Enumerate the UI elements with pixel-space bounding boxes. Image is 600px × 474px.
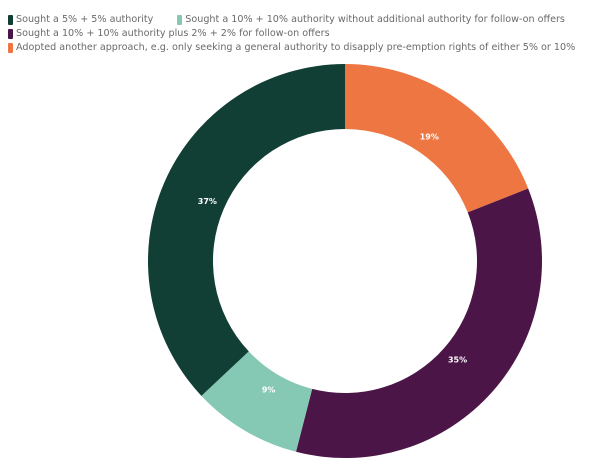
legend-label: Sought a 5% + 5% authority (16, 14, 154, 25)
data-label: 35% (448, 356, 467, 365)
legend-swatch (177, 15, 183, 25)
donut-slice[interactable] (201, 351, 313, 452)
legend-item-10-10-plus-followon[interactable]: Sought a 10% + 10% authority plus 2% + 2… (8, 27, 330, 41)
donut-slice[interactable] (345, 64, 529, 213)
donut-slice[interactable] (296, 188, 542, 458)
legend-label: Sought a 10% + 10% authority without add… (185, 14, 565, 25)
legend-swatch (8, 15, 13, 25)
legend-item-5-5[interactable]: Sought a 5% + 5% authority (8, 13, 153, 27)
legend-label: Adopted another approach, e.g. only seek… (16, 42, 576, 53)
legend-label: Sought a 10% + 10% authority plus 2% + 2… (16, 28, 330, 39)
donut-slice[interactable] (147, 64, 345, 396)
legend-swatch (8, 29, 13, 39)
legend-item-10-10-no-followon[interactable]: Sought a 10% + 10% authority without add… (177, 13, 565, 27)
data-label: 37% (198, 197, 217, 206)
legend: Sought a 5% + 5% authority Sought a 10% … (8, 13, 599, 55)
data-label: 19% (420, 132, 439, 141)
legend-swatch (8, 43, 13, 53)
legend-item-other-approach[interactable]: Adopted another approach, e.g. only seek… (8, 41, 575, 55)
data-label: 9% (262, 386, 276, 395)
